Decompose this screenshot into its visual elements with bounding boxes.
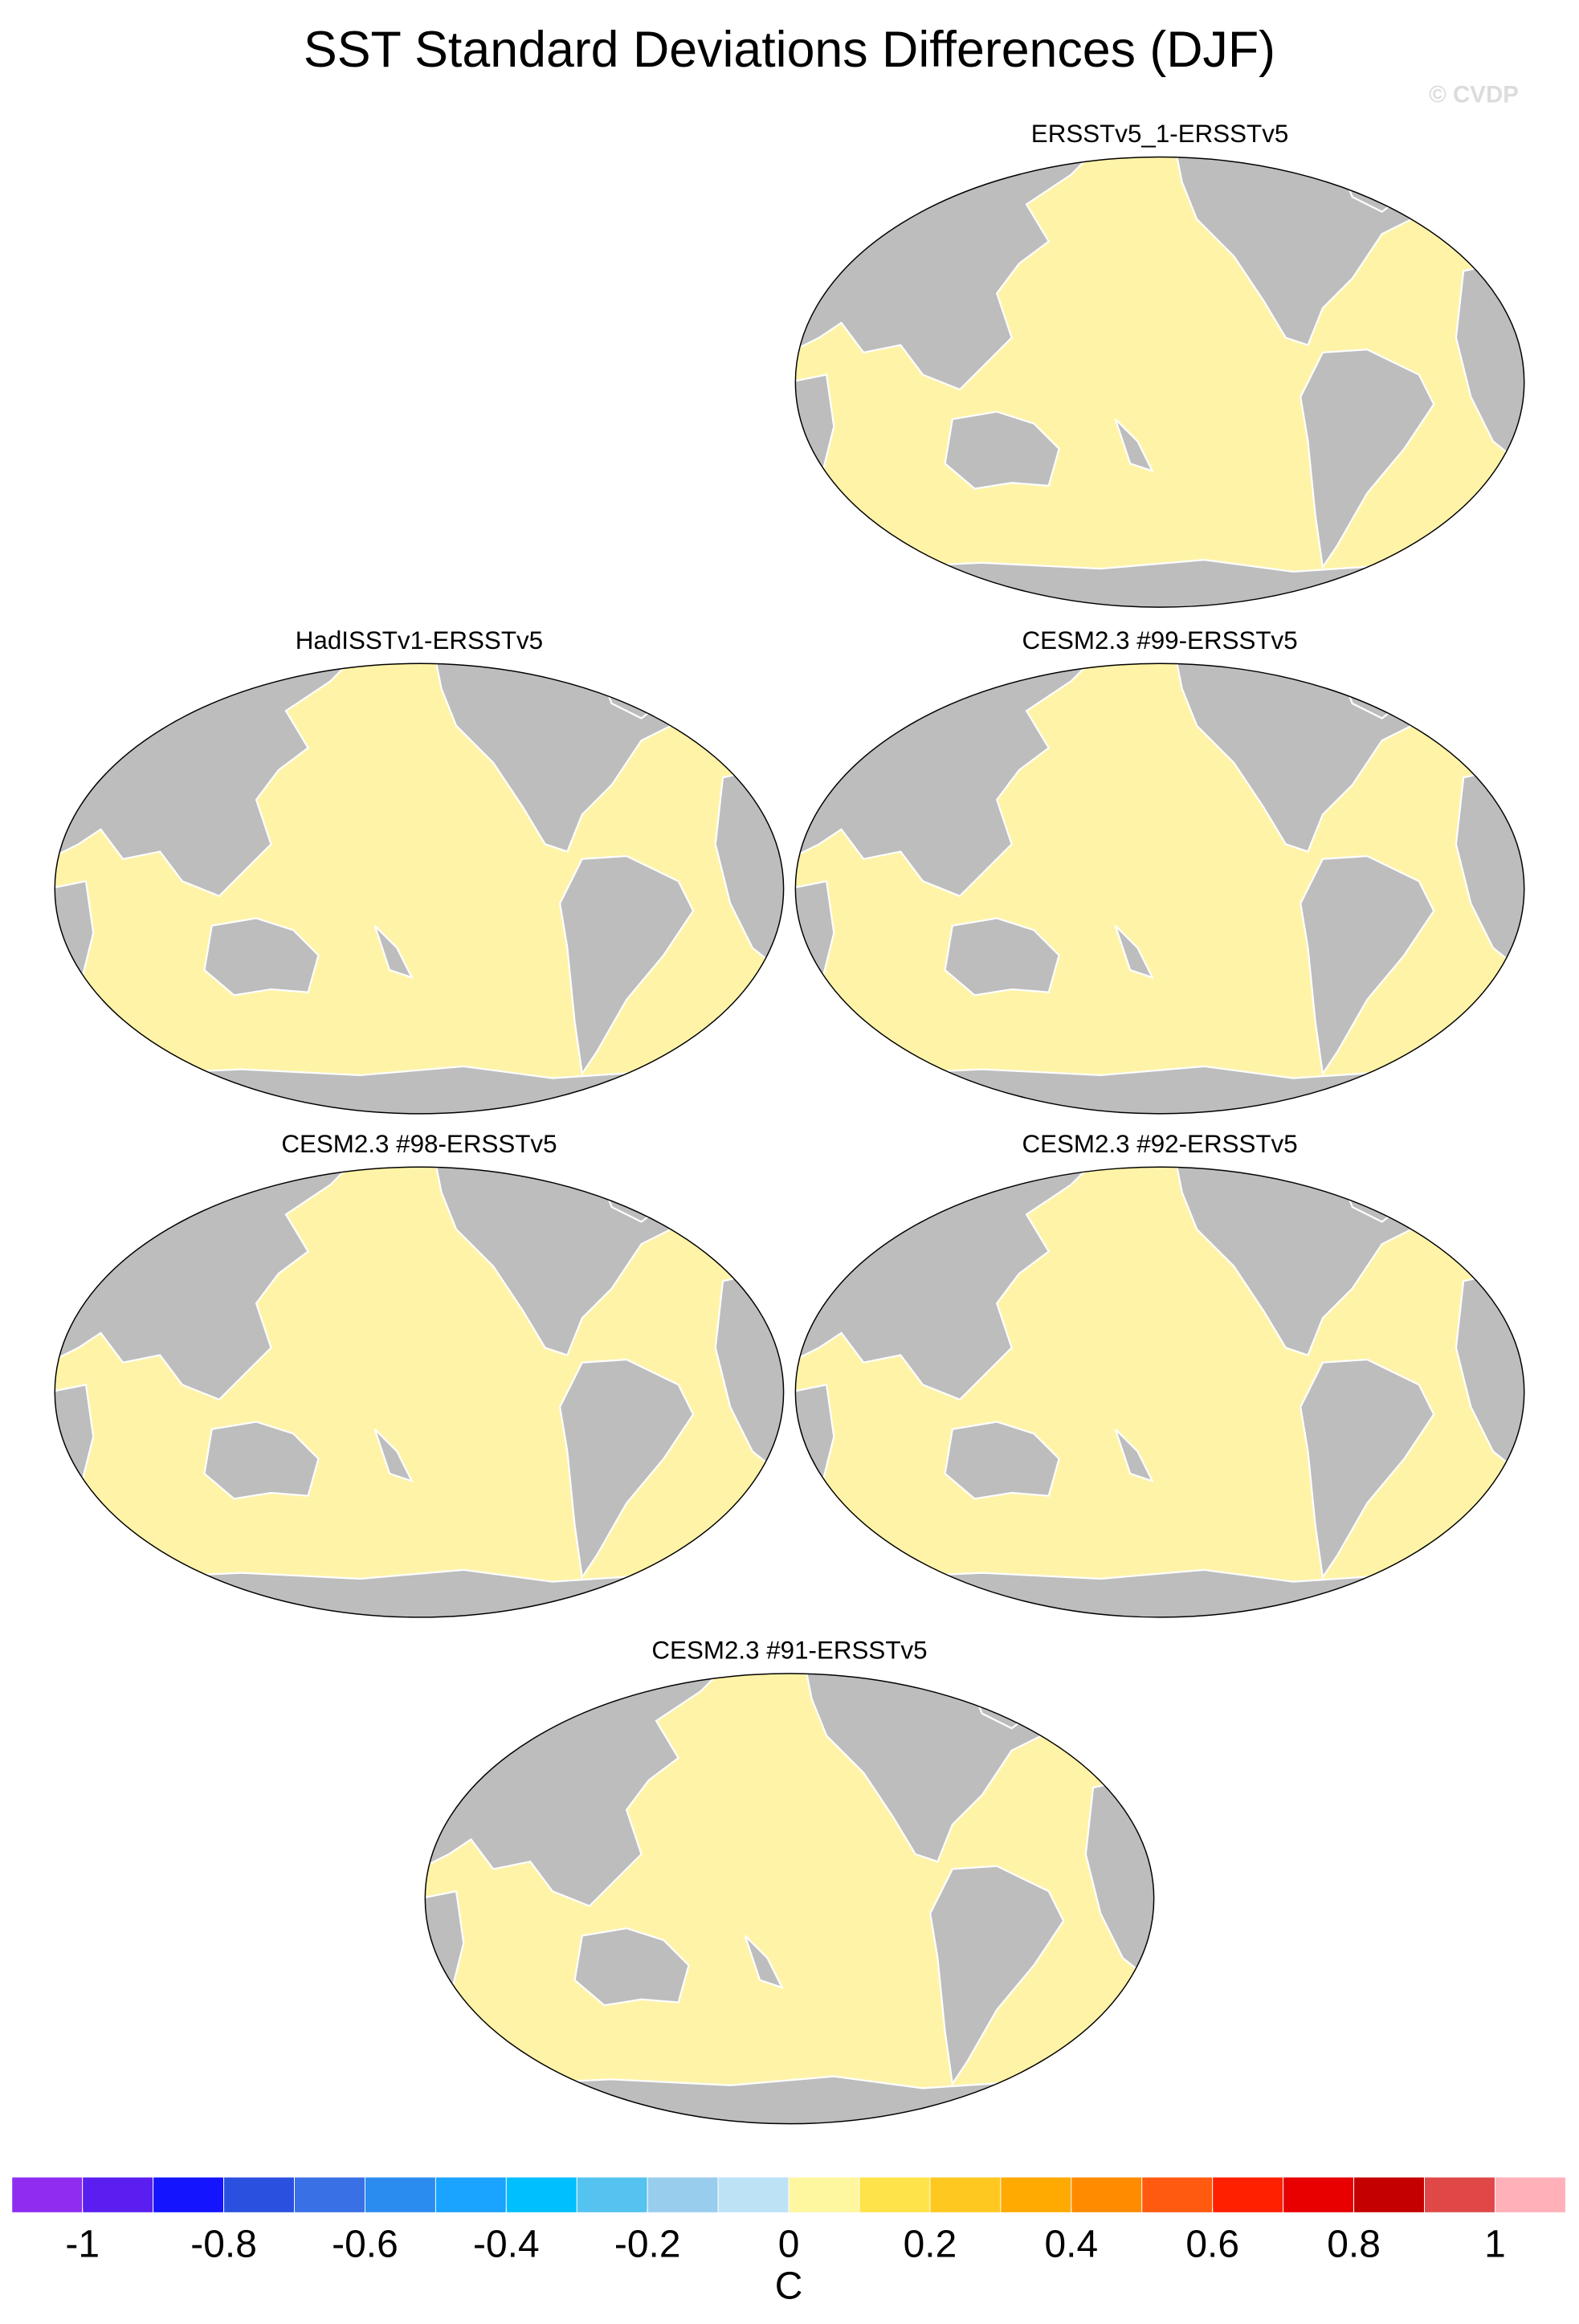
colorbar-tick-label: 0.8 xyxy=(1327,2224,1381,2266)
figure-title: SST Standard Deviations Differences (DJF… xyxy=(304,22,1275,78)
colorbar-box xyxy=(223,2176,295,2213)
colorbar-box xyxy=(929,2176,1002,2213)
colorbar-box xyxy=(1424,2176,1495,2213)
colorbar-box xyxy=(505,2176,577,2213)
colorbar-tick-label: -1 xyxy=(65,2224,100,2266)
colorbar-box xyxy=(153,2176,225,2213)
colorbar-box xyxy=(11,2176,84,2213)
colorbar-box xyxy=(294,2176,365,2213)
colorbar-box xyxy=(647,2176,719,2213)
panel-title: CESM2.3 #98-ERSSTv5 xyxy=(281,1130,557,1158)
colorbar-box xyxy=(576,2176,648,2213)
colorbar-tick-label: 0.2 xyxy=(904,2224,957,2266)
map-panel: CESM2.3 #91-ERSSTv5 xyxy=(419,1637,1160,2136)
colorbar-box xyxy=(859,2176,931,2213)
panels: ERSSTv5_1-ERSSTv5 HadISSTv1-ERSSTv5 CESM2.… xyxy=(49,120,1530,2135)
colorbar-tick-label: -0.4 xyxy=(473,2224,540,2266)
panel-title: HadISSTv1-ERSSTv5 xyxy=(296,626,543,654)
world-map xyxy=(49,651,790,1125)
colorbar-box xyxy=(1494,2176,1566,2213)
colorbar-tick-label: -0.6 xyxy=(332,2224,398,2266)
colorbar-box xyxy=(788,2176,860,2213)
world-map xyxy=(419,1661,1160,2135)
colorbar-tick-label: -0.2 xyxy=(614,2224,681,2266)
panel-title: CESM2.3 #91-ERSSTv5 xyxy=(651,1637,927,1665)
map-panel: HadISSTv1-ERSSTv5 xyxy=(49,626,790,1126)
colorbar: -1 -0.8 -0.6 -0.4 -0.2 0 0.2 0.4 0.6 0.8 1 C xyxy=(11,2176,1566,2307)
colorbar-tick-label: -0.8 xyxy=(190,2224,257,2266)
panel-title: CESM2.3 #99-ERSSTv5 xyxy=(1022,626,1297,654)
world-map xyxy=(790,651,1530,1125)
colorbar-box xyxy=(717,2176,790,2213)
colorbar-box xyxy=(1141,2176,1214,2213)
colorbar-box xyxy=(1000,2176,1072,2213)
colorbar-box xyxy=(364,2176,436,2213)
colorbar-box xyxy=(1071,2176,1143,2213)
colorbar-box xyxy=(1283,2176,1355,2213)
watermark: © CVDP xyxy=(1429,81,1519,108)
colorbar-box xyxy=(82,2176,154,2213)
map-panel: CESM2.3 #92-ERSSTv5 xyxy=(790,1130,1530,1629)
colorbar-tick-label: 0 xyxy=(778,2224,800,2266)
world-map xyxy=(790,145,1530,619)
world-map xyxy=(49,1156,790,1629)
map-panel: CESM2.3 #98-ERSSTv5 xyxy=(49,1130,790,1629)
colorbar-box xyxy=(1353,2176,1425,2213)
colorbar-box xyxy=(1212,2176,1284,2213)
world-map xyxy=(790,1156,1530,1629)
colorbar-tick-label: 1 xyxy=(1484,2224,1506,2266)
colorbar-unit: C xyxy=(775,2265,803,2307)
panel-title: CESM2.3 #92-ERSSTv5 xyxy=(1022,1130,1297,1158)
map-panel: ERSSTv5_1-ERSSTv5 xyxy=(790,120,1530,619)
colorbar-tick-label: 0.4 xyxy=(1045,2224,1099,2266)
map-panel: CESM2.3 #99-ERSSTv5 xyxy=(790,626,1530,1126)
colorbar-tick-label: 0.6 xyxy=(1185,2224,1239,2266)
colorbar-box xyxy=(435,2176,507,2213)
panel-title: ERSSTv5_1-ERSSTv5 xyxy=(1031,120,1289,148)
